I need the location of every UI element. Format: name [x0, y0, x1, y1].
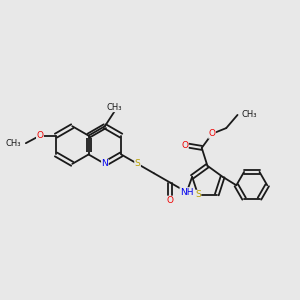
Text: NH: NH [180, 188, 194, 196]
Text: O: O [167, 196, 174, 205]
Text: O: O [181, 140, 188, 149]
Text: N: N [101, 159, 108, 168]
Text: CH₃: CH₃ [242, 110, 257, 119]
Text: O: O [208, 129, 216, 138]
Text: CH₃: CH₃ [5, 139, 21, 148]
Text: S: S [135, 159, 140, 168]
Text: O: O [37, 131, 44, 140]
Text: CH₃: CH₃ [107, 103, 122, 112]
Text: S: S [195, 190, 201, 199]
